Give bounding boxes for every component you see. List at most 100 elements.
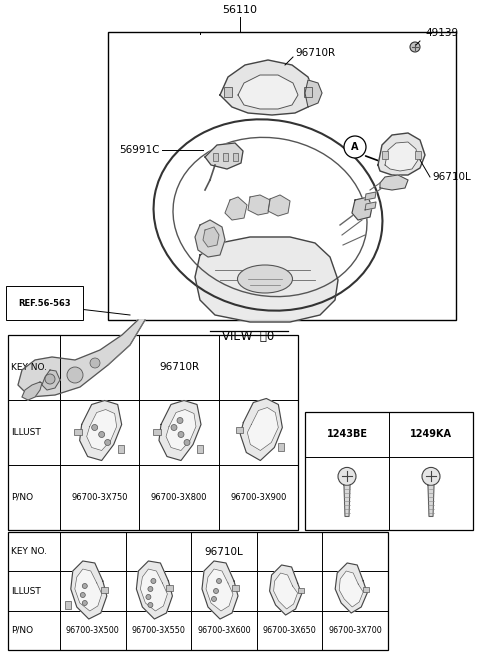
Text: 96710L: 96710L [432,172,471,182]
Text: P/NO: P/NO [11,493,33,502]
Polygon shape [205,143,243,169]
Text: A: A [351,142,359,152]
Bar [236,426,243,432]
Polygon shape [238,75,298,109]
Text: 96710L: 96710L [204,547,243,557]
Bar [8,335,298,530]
Text: 1243BE: 1243BE [326,430,368,440]
Polygon shape [80,400,121,460]
Bar [382,151,388,159]
Text: 56110: 56110 [223,5,257,15]
Bar [233,153,238,161]
Circle shape [344,136,366,158]
Text: 96710R: 96710R [159,362,199,373]
Circle shape [99,432,105,438]
Circle shape [67,367,83,383]
Polygon shape [159,400,201,460]
Circle shape [178,432,184,438]
Text: 56991C: 56991C [120,145,160,155]
Circle shape [90,358,100,368]
Circle shape [151,578,156,584]
Bar [224,87,232,97]
Circle shape [80,593,85,597]
Text: 96700-3X550: 96700-3X550 [132,626,185,635]
Polygon shape [365,202,376,210]
Circle shape [216,578,221,584]
Polygon shape [220,60,315,115]
Polygon shape [248,195,270,215]
Bar [101,587,108,593]
Text: VIEW  ␶0: VIEW ␶0 [222,330,274,343]
Polygon shape [380,175,408,190]
Polygon shape [365,192,376,200]
Circle shape [212,597,216,601]
Text: 1249KA: 1249KA [410,430,452,440]
Circle shape [214,588,218,593]
Polygon shape [268,195,290,216]
Text: 96700-3X800: 96700-3X800 [151,493,207,502]
Polygon shape [335,563,367,613]
Circle shape [92,424,97,430]
Polygon shape [202,561,238,619]
Polygon shape [339,571,363,607]
Bar [415,151,421,159]
Bar [232,585,239,591]
Circle shape [146,595,151,599]
Circle shape [148,603,153,607]
Circle shape [105,440,111,445]
Polygon shape [75,569,102,611]
Circle shape [82,601,87,605]
Text: 96710R: 96710R [295,48,335,58]
Text: 49139: 49139 [425,28,458,38]
Polygon shape [274,573,298,609]
Bar [197,445,203,453]
Polygon shape [71,561,107,619]
Circle shape [338,468,356,485]
Text: P/NO: P/NO [11,626,33,635]
Bar [153,428,161,434]
Bar [167,585,173,591]
Polygon shape [378,133,425,175]
Circle shape [184,440,190,445]
Polygon shape [385,142,418,171]
Circle shape [171,424,177,430]
Polygon shape [166,409,196,451]
Bar [213,153,218,161]
Bar [304,87,312,97]
Polygon shape [240,398,282,460]
Bar [8,532,388,650]
Text: REF.56-563: REF.56-563 [18,299,71,307]
Bar [108,32,456,320]
Polygon shape [136,561,172,619]
Circle shape [410,42,420,52]
Polygon shape [305,80,322,107]
Bar [278,443,284,451]
Polygon shape [206,569,233,611]
Text: ILLUST: ILLUST [11,586,41,595]
Text: 96700-3X900: 96700-3X900 [230,493,287,502]
Polygon shape [247,407,278,451]
Bar [73,428,82,434]
Circle shape [177,417,183,424]
Polygon shape [87,409,117,451]
Text: 96700-3X600: 96700-3X600 [197,626,251,635]
Bar [65,601,71,609]
Circle shape [148,586,153,591]
Text: KEY NO.: KEY NO. [11,363,47,372]
Polygon shape [42,370,60,390]
Polygon shape [428,485,434,516]
Polygon shape [22,382,42,400]
Bar [223,153,228,161]
Text: 96700-3X500: 96700-3X500 [66,626,120,635]
Polygon shape [225,197,247,220]
Circle shape [45,374,55,384]
Polygon shape [352,197,372,220]
Text: 96700-3X750: 96700-3X750 [72,493,128,502]
Circle shape [422,468,440,485]
Text: KEY NO.: KEY NO. [11,547,47,556]
Circle shape [82,584,87,588]
Ellipse shape [238,265,292,293]
Polygon shape [195,220,225,257]
Bar [118,445,124,453]
Polygon shape [140,569,168,611]
